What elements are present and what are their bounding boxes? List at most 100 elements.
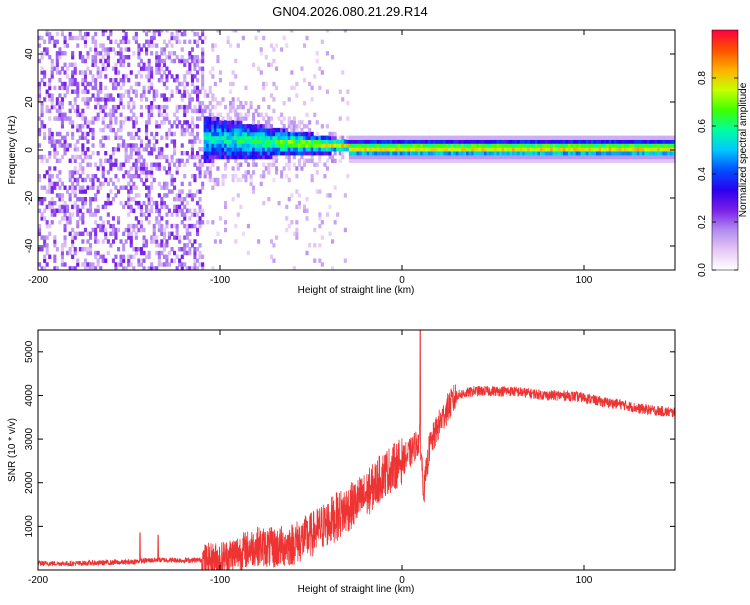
heatmap-cell (99, 227, 103, 233)
heatmap-cell (517, 158, 521, 163)
heatmap-cell (417, 143, 421, 148)
heatmap-cell (180, 97, 184, 102)
heatmap-cell (494, 151, 498, 156)
heatmap-cell (267, 127, 271, 133)
heatmap-cell (364, 158, 368, 163)
heatmap-cell (422, 143, 426, 148)
heatmap-cell (364, 147, 368, 152)
heatmap-cell (94, 239, 98, 244)
heatmap-cell (124, 47, 128, 52)
heatmap-cell (598, 135, 602, 140)
heatmap-cell (455, 143, 459, 148)
heatmap-cell (101, 166, 105, 171)
heatmap-cell (478, 151, 482, 156)
heatmap-cell (129, 131, 133, 137)
heatmap-cell (404, 135, 408, 140)
heatmap-cell (137, 51, 141, 56)
heatmap-cell (45, 235, 49, 240)
heatmap-cell (196, 43, 200, 48)
heatmap-cell (565, 154, 569, 160)
heatmap-cell (295, 235, 299, 240)
heatmap-cell (394, 154, 398, 160)
heatmap-cell (170, 223, 174, 229)
heatmap-cell (127, 158, 131, 163)
heatmap-cell (376, 158, 380, 163)
heatmap-cell (139, 247, 143, 252)
heatmap-cell (506, 147, 510, 152)
heatmap-cell (45, 30, 49, 33)
heatmap-cell (578, 143, 582, 148)
heatmap-cell (81, 55, 85, 60)
heatmap-cell (476, 147, 480, 152)
heatmap-cell (198, 66, 202, 71)
heatmap-cell (463, 143, 467, 148)
heatmap-cell (626, 143, 630, 148)
heatmap-cell (606, 158, 610, 163)
heatmap-cell (310, 131, 314, 137)
heatmap-cell (325, 193, 329, 198)
heatmap-cell (190, 47, 194, 52)
heatmap-cell (417, 151, 421, 156)
heatmap-cell (152, 227, 156, 233)
heatmap-cell (201, 220, 205, 225)
heatmap-cell (606, 139, 610, 144)
heatmap-cell (190, 120, 194, 125)
heatmap-cell (244, 151, 248, 156)
heatmap-cell (262, 162, 266, 167)
heatmap-cell (669, 135, 673, 140)
heatmap-cell (252, 131, 256, 137)
heatmap-cell (147, 185, 151, 190)
heatmap-cell (89, 247, 93, 252)
heatmap-cell (86, 162, 90, 167)
heatmap-cell (481, 147, 485, 152)
heatmap-cell (379, 143, 383, 148)
heatmap-cell (190, 58, 194, 64)
heatmap-cell (392, 139, 396, 144)
heatmap-cell (117, 247, 121, 252)
heatmap-cell (155, 55, 159, 60)
heatmap-cell (241, 154, 245, 160)
heatmap-cell (68, 101, 72, 106)
heatmap-cell (40, 185, 44, 190)
heatmap-cell (568, 154, 572, 160)
heatmap-cell (613, 151, 617, 156)
heatmap-cell (211, 151, 215, 156)
heatmap-cell (160, 120, 164, 125)
heatmap-cell (188, 70, 192, 75)
heatmap-cell (211, 266, 215, 270)
heatmap-cell (101, 116, 105, 121)
heatmap-cell (188, 104, 192, 110)
heatmap-cell (165, 239, 169, 244)
heatmap-cell (382, 158, 386, 163)
heatmap-cell (458, 158, 462, 163)
heatmap-cell (213, 81, 217, 87)
heatmap-cell (603, 151, 607, 156)
heatmap-cell (201, 147, 205, 152)
heatmap-cell (216, 154, 220, 160)
heatmap-cell (180, 212, 184, 217)
heatmap-cell (402, 151, 406, 156)
heatmap-cell (38, 93, 42, 98)
heatmap-cell (188, 131, 192, 137)
heatmap-cell (269, 62, 273, 67)
heatmap-cell (196, 124, 200, 129)
heatmap-cell (384, 147, 388, 152)
heatmap-cell (50, 35, 54, 41)
heatmap-cell (45, 158, 49, 163)
heatmap-cell (114, 66, 118, 71)
heatmap-cell (211, 162, 215, 167)
heatmap-cell (450, 154, 454, 160)
heatmap-cell (94, 254, 98, 259)
heatmap-cell (277, 200, 281, 206)
heatmap-cell (96, 185, 100, 190)
heatmap-cell (139, 227, 143, 233)
heatmap-cell (170, 189, 174, 194)
heatmap-cell (231, 70, 235, 75)
heatmap-cell (165, 74, 169, 79)
heatmap-cell (190, 81, 194, 87)
heatmap-cell (262, 97, 266, 102)
heatmap-cell (550, 158, 554, 163)
heatmap-cell (269, 162, 273, 167)
figure-title: GN04.2026.080.21.29.R14 (272, 4, 427, 19)
heatmap-cell (111, 104, 115, 110)
